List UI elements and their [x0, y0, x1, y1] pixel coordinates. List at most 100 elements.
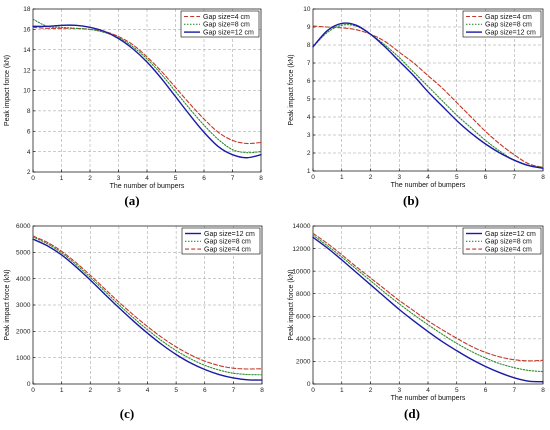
legend-label: Gap size=8 cm — [485, 239, 532, 246]
series-line-gap12 — [32, 238, 263, 381]
x-tick-label: 7 — [512, 174, 516, 181]
legend-label: Gap size=4 cm — [204, 247, 251, 254]
y-tick-label: 4 — [307, 114, 311, 121]
y-axis-label: Peak impact force (kN) — [4, 269, 11, 340]
x-tick-label: 4 — [426, 387, 430, 394]
y-tick-label: 6000 — [16, 223, 31, 230]
y-tick-label: 6 — [307, 78, 311, 85]
x-tick-label: 5 — [174, 387, 178, 394]
y-tick-label: 10 — [23, 88, 31, 95]
x-tick-label: 4 — [145, 175, 149, 182]
y-tick-label: 2000 — [16, 329, 31, 336]
chart-panel-c: 0 1 2 3 4 5 6 7 8 0 1000 2000 3000 4000 5000 6000 Peak i… — [4, 223, 264, 394]
x-tick-label: 0 — [31, 175, 35, 182]
y-tick-label: 2 — [307, 150, 311, 157]
x-tick-label: 7 — [231, 175, 235, 182]
x-tick-label: 5 — [455, 387, 459, 394]
series-line-gap12 — [32, 24, 262, 159]
x-tick-label: 3 — [397, 387, 401, 394]
y-tick-label: 5 — [307, 96, 311, 103]
y-tick-label: 0 — [307, 381, 311, 388]
x-tick-label: 3 — [117, 387, 121, 394]
x-tick-label: 1 — [60, 387, 64, 394]
x-axis-label: The number of bumpers — [391, 395, 466, 402]
series-line-gap12 — [312, 236, 544, 383]
y-tick-label: 2 — [27, 169, 31, 176]
y-axis-label: Peak impact force (kN) — [288, 269, 295, 340]
x-tick-label: 8 — [541, 174, 545, 181]
y-tick-label: 4000 — [16, 276, 31, 283]
y-tick-label: 3 — [307, 132, 311, 139]
x-tick-label: 7 — [512, 387, 516, 394]
panel-label-c: (c) — [120, 406, 134, 421]
legend-label: Gap size=8 cm — [203, 22, 250, 29]
x-tick-label: 7 — [232, 387, 236, 394]
legend-label: Gap size=8 cm — [204, 239, 251, 246]
y-tick-label: 8 — [27, 108, 31, 115]
x-tick-label: 8 — [259, 175, 263, 182]
x-tick-label: 4 — [146, 387, 150, 394]
legend-label: Gap size=12 cm — [485, 30, 536, 37]
x-tick-label: 2 — [88, 175, 92, 182]
chart-panel-d: 0 1 2 3 4 5 6 7 8 0 2000 4000 6000 8000 10000 12000 1400… — [288, 223, 545, 402]
y-tick-label: 6000 — [296, 313, 311, 320]
y-tick-label: 18 — [23, 6, 31, 13]
x-tick-label: 5 — [174, 175, 178, 182]
legend-label: Gap size=4 cm — [203, 14, 250, 21]
x-tick-label: 0 — [311, 174, 315, 181]
x-tick-label: 2 — [369, 387, 373, 394]
y-tick-label: 6 — [27, 128, 31, 135]
y-tick-label: 3000 — [16, 302, 31, 309]
x-tick-label: 1 — [340, 387, 344, 394]
y-tick-label: 0 — [27, 381, 31, 388]
y-tick-label: 2000 — [296, 359, 311, 366]
x-tick-label: 3 — [397, 174, 401, 181]
panel-label-b: (b) — [403, 193, 419, 208]
y-tick-label: 7 — [307, 60, 311, 67]
x-tick-label: 5 — [455, 174, 459, 181]
y-axis-label: Peak impact force (kN) — [4, 55, 11, 126]
y-axis-label: Peak impact force (kN) — [288, 54, 295, 125]
x-tick-label: 6 — [484, 174, 488, 181]
x-tick-label: 6 — [484, 387, 488, 394]
x-tick-label: 3 — [117, 175, 121, 182]
y-tick-label: 9 — [307, 24, 311, 31]
y-tick-label: 12000 — [292, 246, 310, 253]
series-line-gap4 — [32, 235, 263, 370]
x-tick-label: 6 — [202, 175, 206, 182]
legend-label: Gap size=4 cm — [485, 247, 532, 254]
series-line-gap4 — [312, 232, 544, 362]
y-tick-label: 4000 — [296, 336, 311, 343]
x-tick-label: 1 — [340, 174, 344, 181]
panel-label-d: (d) — [404, 406, 420, 421]
x-tick-label: 0 — [311, 387, 315, 394]
legend-label: Gap size=4 cm — [485, 14, 532, 21]
y-tick-label: 14000 — [292, 223, 310, 230]
series-line-gap8 — [312, 234, 544, 373]
x-tick-label: 8 — [260, 387, 264, 394]
x-axis-label: The number of bumpers — [391, 182, 466, 189]
y-tick-label: 10000 — [292, 268, 310, 275]
series-line-gap4 — [312, 25, 544, 168]
legend-label: Gap size=12 cm — [203, 30, 254, 37]
x-tick-label: 6 — [203, 387, 207, 394]
legend-label: Gap size=12 cm — [204, 231, 255, 238]
x-tick-label: 4 — [426, 174, 430, 181]
series-line-gap8 — [32, 236, 263, 376]
panel-label-a: (a) — [124, 193, 139, 208]
x-tick-label: 0 — [31, 387, 35, 394]
x-tick-label: 1 — [60, 175, 64, 182]
y-tick-label: 1000 — [16, 355, 31, 362]
y-tick-label: 16 — [23, 27, 31, 34]
y-tick-label: 1 — [307, 168, 311, 175]
y-tick-label: 5000 — [16, 250, 31, 257]
y-tick-label: 14 — [23, 47, 31, 54]
